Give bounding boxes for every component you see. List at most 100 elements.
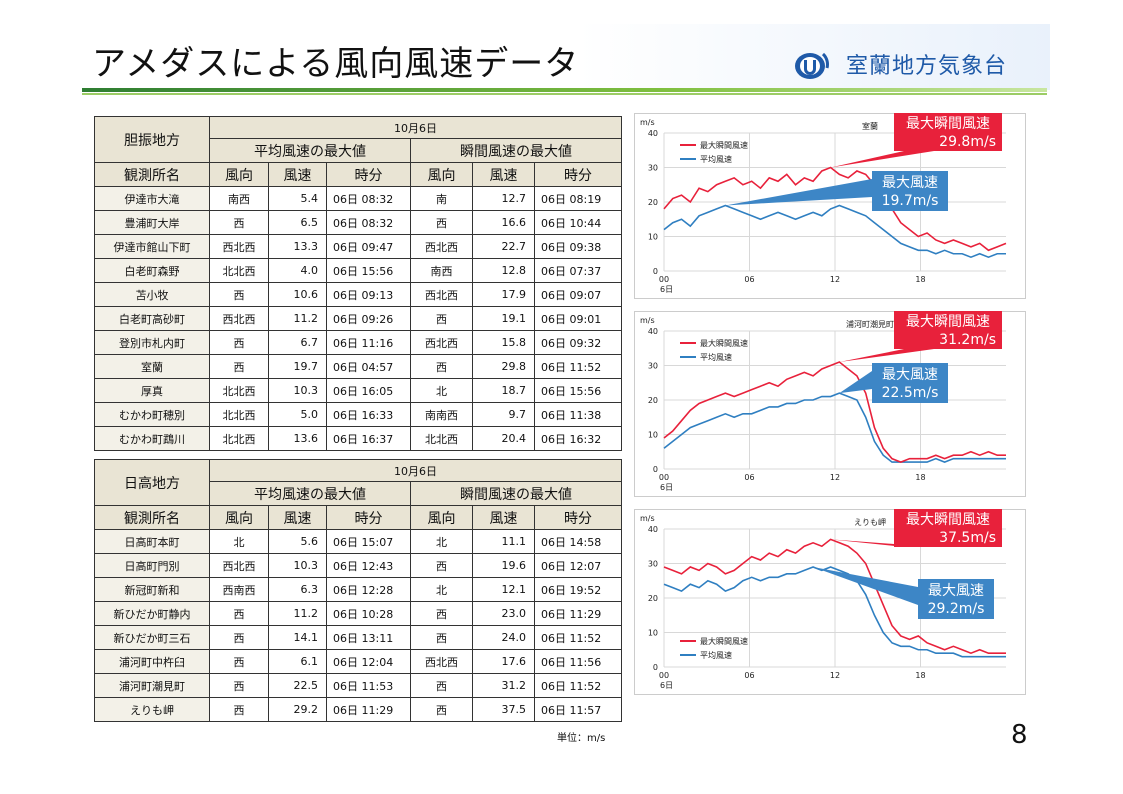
x-tick-label: 00: [659, 671, 669, 680]
y-tick-label: 20: [648, 198, 658, 207]
gust-time: 06日 14:58: [533, 529, 623, 554]
gust-time: 06日 09:07: [533, 282, 623, 307]
avg-speed: 4.0: [268, 258, 327, 283]
y-axis-label: m/s: [640, 118, 655, 127]
x-sub-label: 6日: [660, 285, 673, 294]
avg-dir: 西: [209, 625, 269, 650]
page-title: アメダスによる風向風速データ: [92, 44, 580, 84]
avg-dir: 西北西: [209, 553, 269, 578]
avg-time: 06日 15:07: [326, 529, 411, 554]
avg-dir: 西: [209, 649, 269, 674]
avg-time: 06日 12:43: [326, 553, 411, 578]
avg-speed: 5.6: [268, 529, 327, 554]
col-dir: 風向: [209, 505, 269, 530]
col-time: 時分: [533, 505, 623, 530]
col-speed: 風速: [472, 162, 535, 187]
station-name: えりも岬: [94, 697, 210, 722]
avg-time: 06日 11:53: [326, 673, 411, 698]
avg-dir: 北北西: [209, 378, 269, 403]
avg-callout-value: 29.2m/s: [928, 601, 985, 617]
gust-series-line: [663, 166, 1007, 252]
organization-name: 室蘭地方気象台: [846, 54, 1008, 79]
gust-dir: 西: [410, 354, 473, 379]
x-tick-label: 18: [915, 275, 925, 284]
avg-series-line: [663, 566, 1006, 658]
gust-dir: 西: [410, 697, 473, 722]
avg-time: 06日 10:28: [326, 601, 411, 626]
station-name: 日高町本町: [94, 529, 210, 554]
gust-callout-value: 31.2m/s: [939, 332, 996, 348]
gust-group-header: 瞬間風速の最大値: [409, 138, 623, 163]
avg-dir: 西北西: [209, 234, 269, 259]
station-name: 伊達市大滝: [94, 186, 210, 211]
table-row: 新ひだか町静内西 11.2 06日 10:28 西 23.0 06日 11:29: [94, 601, 623, 626]
table-row: えりも岬西 29.2 06日 11:29 西 37.5 06日 11:57: [94, 697, 623, 722]
legend-label: 最大瞬間風速: [700, 636, 748, 646]
date-header: 10月6日: [208, 116, 623, 139]
avg-speed: 6.5: [268, 210, 327, 235]
unit-note: 単位：m/s: [557, 733, 606, 744]
station-name: 新ひだか町三石: [94, 625, 210, 650]
col-speed: 風速: [472, 505, 535, 530]
gust-dir: 南南西: [410, 402, 473, 427]
avg-group-header: 平均風速の最大値: [209, 138, 411, 163]
table-row: 浦河町潮見町西 22.5 06日 11:53 西 31.2 06日 11:52: [94, 673, 623, 698]
x-tick-label: 18: [915, 671, 925, 680]
gust-callout-box: [894, 509, 1002, 547]
gust-time: 06日 09:32: [533, 330, 623, 355]
col-dir: 風向: [410, 505, 473, 530]
gust-dir: 西北西: [410, 330, 473, 355]
avg-group-header: 平均風速の最大値: [209, 481, 411, 506]
gust-speed: 9.7: [472, 402, 535, 427]
gust-dir: 南: [410, 186, 473, 211]
jma-logo-icon: [795, 52, 829, 79]
y-axis-label: m/s: [640, 316, 655, 325]
x-tick-label: 06: [744, 671, 754, 680]
gust-speed: 17.6: [472, 649, 535, 674]
x-tick-label: 18: [915, 473, 925, 482]
header: アメダスによる風向風速データ 室蘭地方気象台: [0, 0, 1123, 96]
gust-speed: 11.1: [472, 529, 535, 554]
avg-callout-label: 最大風速: [882, 175, 938, 191]
y-tick-label: 10: [648, 431, 658, 440]
table-row: 登別市札内町西 6.7 06日 11:16 西北西 15.8 06日 09:32: [94, 330, 623, 355]
title-rule-thin: [82, 93, 1047, 95]
y-tick-label: 40: [648, 327, 658, 336]
table-row: 日高町本町北 5.6 06日 15:07 北 11.1 06日 14:58: [94, 529, 623, 554]
col-speed: 風速: [268, 505, 327, 530]
station-name: 浦河町潮見町: [94, 673, 210, 698]
chart-title: 室蘭: [862, 121, 878, 131]
table-row: 厚真 北北西 10.3 06日 16:05 北 18.7 06日 15:56: [94, 378, 623, 403]
avg-speed: 14.1: [268, 625, 327, 650]
table-row: 苫小牧西 10.6 06日 09:13 西北西 17.9 06日 09:07: [94, 282, 623, 307]
legend-label: 平均風速: [700, 352, 732, 362]
avg-dir: 西: [209, 282, 269, 307]
gust-speed: 19.1: [472, 306, 535, 331]
y-tick-label: 40: [648, 525, 658, 534]
gust-speed: 37.5: [472, 697, 535, 722]
avg-dir: 西南西: [209, 577, 269, 602]
gust-time: 06日 08:19: [533, 186, 623, 211]
col-time: 時分: [533, 162, 623, 187]
gust-time: 06日 07:37: [533, 258, 623, 283]
avg-dir: 南西: [209, 186, 269, 211]
avg-dir: 北: [209, 529, 269, 554]
gust-dir: 西: [410, 210, 473, 235]
header-background: [0, 24, 1050, 90]
gust-speed: 12.7: [472, 186, 535, 211]
gust-dir: 南西: [410, 258, 473, 283]
gust-dir: 西北西: [410, 649, 473, 674]
y-tick-label: 10: [648, 233, 658, 242]
gust-series-line: [663, 538, 1006, 655]
gust-time: 06日 09:01: [533, 306, 623, 331]
gust-speed: 20.4: [472, 426, 535, 451]
gust-speed: 23.0: [472, 601, 535, 626]
avg-speed: 6.3: [268, 577, 327, 602]
avg-speed: 11.2: [268, 306, 327, 331]
gust-callout-box: [894, 113, 1002, 151]
avg-time: 06日 16:37: [326, 426, 411, 451]
station-name: 室蘭: [94, 354, 210, 379]
gust-dir: 西北西: [410, 282, 473, 307]
avg-dir: 北北西: [209, 258, 269, 283]
